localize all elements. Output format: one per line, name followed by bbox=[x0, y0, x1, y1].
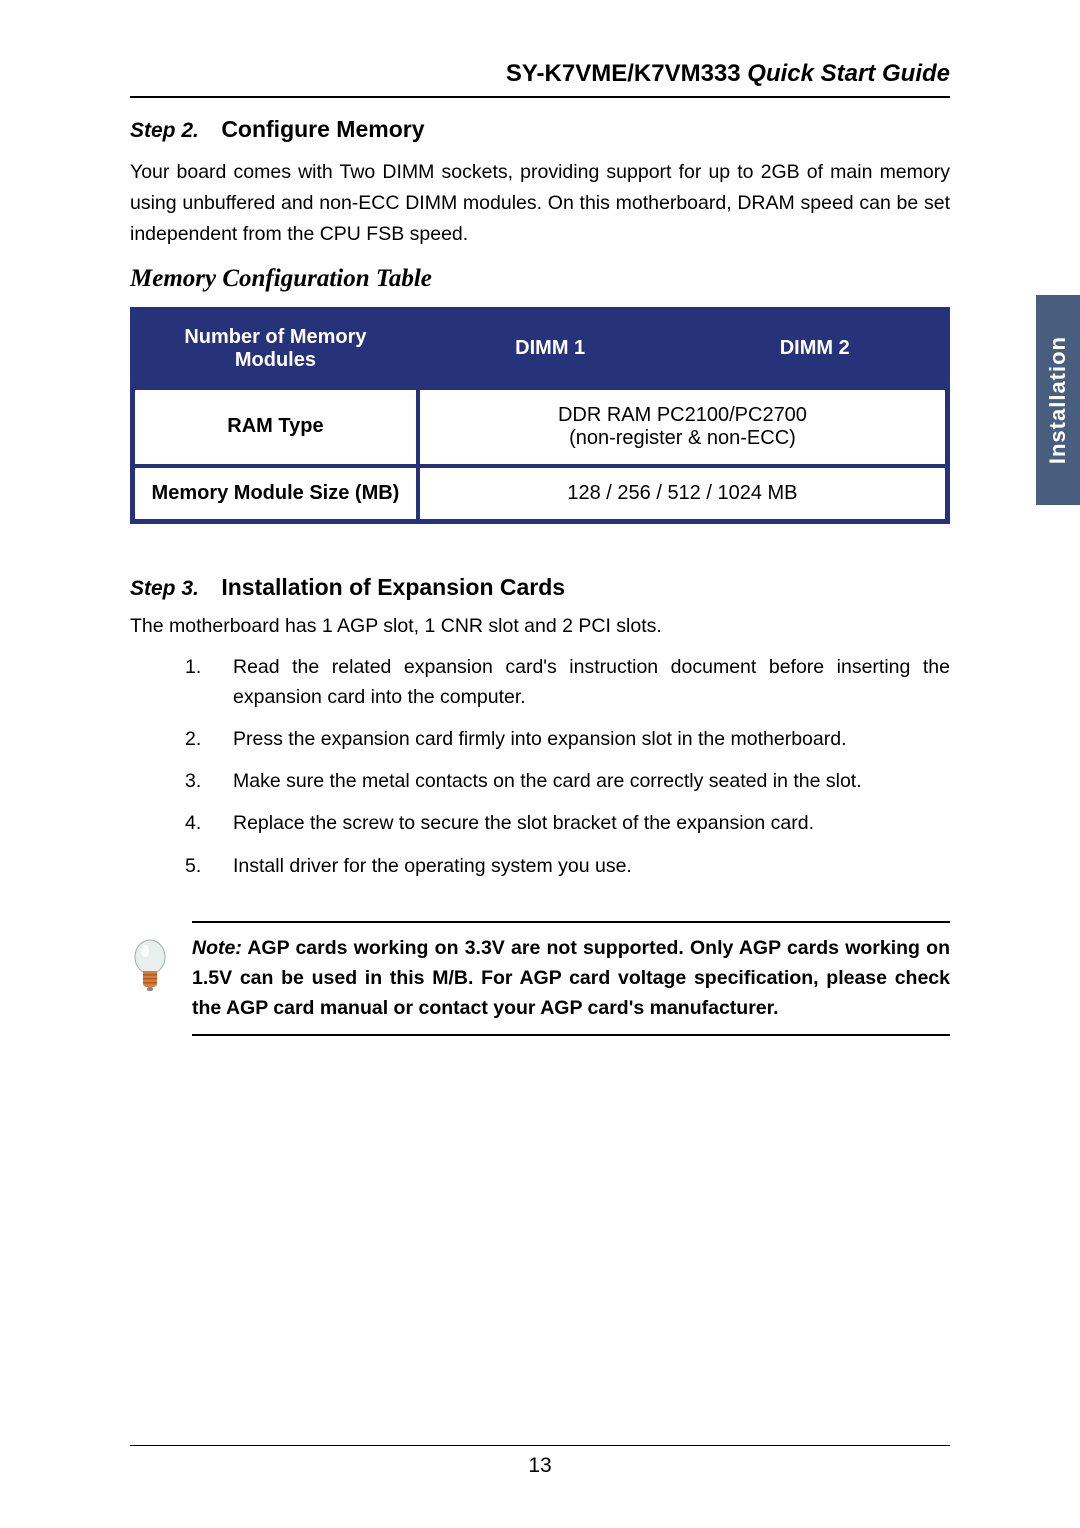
step2-label: Step 2. bbox=[130, 119, 199, 142]
list-item: 2.Press the expansion card firmly into e… bbox=[185, 724, 950, 754]
step3-title: Installation of Expansion Cards bbox=[221, 574, 565, 600]
model-name: SY-K7VME/K7VM333 bbox=[506, 60, 741, 87]
list-item: 1.Read the related expansion card's inst… bbox=[185, 652, 950, 712]
list-item: 4.Replace the screw to secure the slot b… bbox=[185, 808, 950, 838]
side-tab: Installation bbox=[1036, 295, 1080, 505]
step3-intro: The motherboard has 1 AGP slot, 1 CNR sl… bbox=[130, 615, 950, 638]
row-value: DDR RAM PC2100/PC2700 (non-register & no… bbox=[418, 388, 947, 466]
step3-list: 1.Read the related expansion card's inst… bbox=[130, 652, 950, 881]
step2-title: Configure Memory bbox=[221, 116, 424, 142]
mem-table-title: Memory Configuration Table bbox=[130, 265, 950, 293]
doc-subtitle: Quick Start Guide bbox=[747, 60, 950, 87]
memory-config-table: Number of Memory Modules DIMM 1 DIMM 2 R… bbox=[130, 307, 950, 524]
step2-heading: Step 2. Configure Memory bbox=[130, 116, 950, 143]
page-number: 13 bbox=[528, 1454, 551, 1477]
note-text-container: Note: AGP cards working on 3.3V are not … bbox=[192, 921, 950, 1036]
row-label: Memory Module Size (MB) bbox=[133, 466, 418, 521]
document-header: SY-K7VME/K7VM333 Quick Start Guide bbox=[130, 60, 950, 98]
lightbulb-icon bbox=[130, 939, 170, 1002]
step3-label: Step 3. bbox=[130, 577, 199, 600]
row-label: RAM Type bbox=[133, 388, 418, 466]
table-header: DIMM 1 bbox=[418, 310, 683, 388]
page-footer: 13 bbox=[130, 1445, 950, 1478]
note-block: Note: AGP cards working on 3.3V are not … bbox=[130, 921, 950, 1036]
table-header: Number of Memory Modules bbox=[133, 310, 418, 388]
step3-heading: Step 3. Installation of Expansion Cards bbox=[130, 574, 950, 601]
note-text: Note: AGP cards working on 3.3V are not … bbox=[192, 933, 950, 1024]
table-header: DIMM 2 bbox=[682, 310, 947, 388]
list-item: 3.Make sure the metal contacts on the ca… bbox=[185, 766, 950, 796]
table-row: RAM Type DDR RAM PC2100/PC2700 (non-regi… bbox=[133, 388, 947, 466]
table-header-row: Number of Memory Modules DIMM 1 DIMM 2 bbox=[133, 310, 947, 388]
row-value: 128 / 256 / 512 / 1024 MB bbox=[418, 466, 947, 521]
list-item: 5.Install driver for the operating syste… bbox=[185, 851, 950, 881]
side-tab-label: Installation bbox=[1045, 336, 1071, 464]
step2-body: Your board comes with Two DIMM sockets, … bbox=[130, 157, 950, 251]
table-row: Memory Module Size (MB) 128 / 256 / 512 … bbox=[133, 466, 947, 521]
